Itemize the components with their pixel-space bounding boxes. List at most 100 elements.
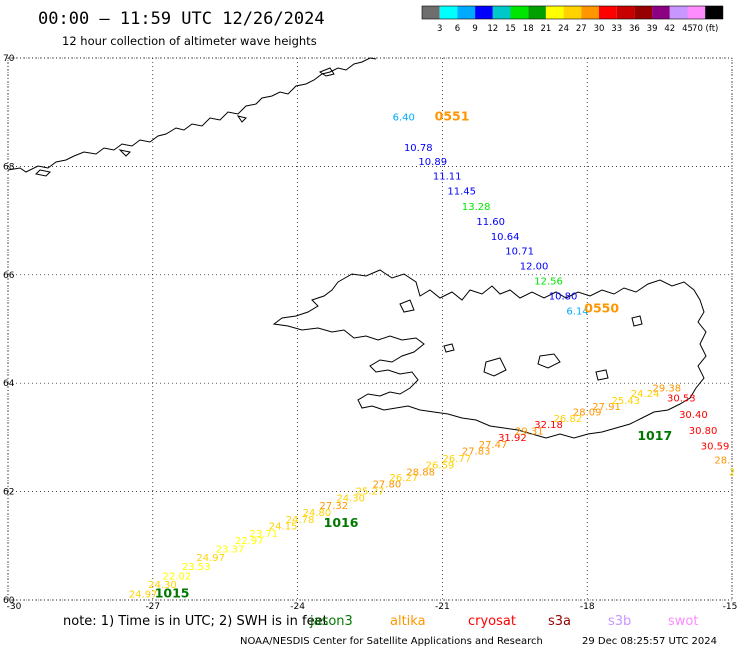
map-title: 00:00 – 11:59 UTC 12/26/2024 <box>38 9 325 29</box>
wave-height-value: 10.80 <box>549 292 578 303</box>
color-scale-label: 18 <box>523 24 534 34</box>
color-swatch <box>545 6 564 19</box>
color-scale-labels: 3 6 9 12 15 18 21 24 27 30 33 36 39 42 45 70 (ft) <box>437 24 718 34</box>
wave-height-value: 13.28 <box>462 202 491 213</box>
longitude-label: -24 <box>290 602 305 612</box>
wave-height-value: 32.18 <box>534 420 563 431</box>
wave-height-value: 30.53 <box>667 394 696 405</box>
wave-height-value: 24.30 <box>336 493 365 504</box>
wave-height-value: 30.59 <box>701 441 730 452</box>
wave-height-value: 27.80 <box>373 479 402 490</box>
color-swatch <box>669 6 688 19</box>
wave-height-value: 6.40 <box>393 112 415 123</box>
credit-text: NOAA/NESDIS Center for Satellite Applica… <box>240 636 543 647</box>
color-scale-bar <box>421 5 724 20</box>
longitude-label: -18 <box>580 602 595 612</box>
wave-height-value: 25.43 <box>611 396 640 407</box>
color-swatch <box>705 6 723 19</box>
wave-height-value: 2 <box>729 467 735 478</box>
wave-height-value: 24.97 <box>129 589 158 600</box>
map-subtitle: 12 hour collection of altimeter wave hei… <box>62 34 317 48</box>
wave-height-value: 11.60 <box>476 217 505 228</box>
latitude-labels: 70 68 66 64 62 60 <box>3 54 15 606</box>
color-swatch <box>510 6 529 19</box>
wave-height-value: 11.11 <box>433 171 462 182</box>
color-scale-label: 3 <box>437 24 442 34</box>
color-scale-label: 30 <box>594 24 605 34</box>
color-scale-label: 12 <box>487 24 498 34</box>
longitude-label: -21 <box>435 602 450 612</box>
wave-height-value: 28. <box>714 455 730 466</box>
wave-height-value: 27.83 <box>462 447 491 458</box>
wave-height-value: 10.78 <box>404 143 433 154</box>
longitude-labels: -30 -27 -24 -21 -18 -15 <box>7 602 738 612</box>
wave-height-value: 27.91 <box>592 402 621 413</box>
legend-s3b: s3b <box>608 614 631 629</box>
color-swatch <box>599 6 617 19</box>
wave-height-value: 30.40 <box>679 410 708 421</box>
wave-height-value: 24.80 <box>303 508 332 519</box>
legend-altika: altika <box>390 614 426 629</box>
color-scale-label: 21 <box>540 24 551 34</box>
wave-height-value: 28.09 <box>573 408 602 419</box>
wave-height-value: 27.47 <box>479 440 508 451</box>
wave-height-value: 10.64 <box>491 232 520 243</box>
wave-height-value: 6.14 <box>566 306 588 317</box>
wave-height-value: 12.00 <box>520 261 549 272</box>
wave-height-value: 10.71 <box>505 247 534 258</box>
longitude-label: -15 <box>723 602 738 612</box>
wave-height-value: 26.82 <box>554 414 583 425</box>
wave-height-value: 22.02 <box>163 571 192 582</box>
color-scale-label: 36 <box>629 24 640 34</box>
wave-height-value: 27.32 <box>319 501 348 512</box>
color-swatch <box>581 6 599 19</box>
pass-time-label: 1017 <box>637 428 672 443</box>
color-swatch <box>457 6 476 19</box>
pass-time-label: 1015 <box>155 585 190 600</box>
map-frame <box>7 57 733 601</box>
wave-height-value: 10.89 <box>418 157 447 168</box>
legend-swot: swot <box>668 614 698 629</box>
wave-height-value: 12.56 <box>534 277 563 288</box>
wave-height-value: 29.38 <box>653 383 682 394</box>
satellite-legend: jason3 altika cryosat s3a s3b swot <box>309 614 698 629</box>
wave-height-value: 22.97 <box>235 536 264 547</box>
color-swatch <box>687 6 706 19</box>
note-text: note: 1) Time is in UTC; 2) SWH is in fe… <box>63 614 328 629</box>
altimeter-data-layer: 6.40 10.78 10.89 11.11 11.45 13.28 11.60 10.64 1… <box>129 108 735 600</box>
wave-height-value: 24.78 <box>286 515 315 526</box>
wave-height-value: 26.77 <box>443 454 472 465</box>
pass-time-label: 0550 <box>584 301 619 316</box>
latitude-label: 60 <box>3 596 15 606</box>
color-scale-label: 24 <box>558 24 569 34</box>
wave-height-value: 24.97 <box>196 553 225 564</box>
color-swatch <box>422 6 440 19</box>
color-swatch <box>652 6 670 19</box>
color-scale-label: 45 <box>682 24 693 34</box>
wave-height-value: 23.37 <box>216 544 245 555</box>
color-swatch <box>616 6 635 19</box>
pass-jason3: 24.9724.3022.0223.5324.9723.3722.9723.71… <box>129 383 735 600</box>
color-scale-label: 15 <box>505 24 516 34</box>
coastline <box>7 57 707 439</box>
legend-s3a: s3a <box>548 614 571 629</box>
color-swatch <box>475 6 493 19</box>
wave-height-value: 23.53 <box>182 562 211 573</box>
wave-height-value: 29.31 <box>515 427 544 438</box>
wave-height-value: 31.92 <box>498 433 527 444</box>
color-scale-label: 33 <box>611 24 622 34</box>
color-scale-label: 42 <box>664 24 675 34</box>
color-scale-label: 9 <box>472 24 477 34</box>
pass-time-label: 1016 <box>324 515 359 530</box>
legend-jason3: jason3 <box>309 614 353 629</box>
wave-height-value: 24.24 <box>631 389 660 400</box>
latitude-label: 66 <box>3 271 15 281</box>
color-scale-label: 70 (ft) <box>692 24 718 34</box>
color-scale-label: 39 <box>647 24 658 34</box>
color-swatch <box>492 6 511 19</box>
color-scale-label: 6 <box>455 24 460 34</box>
legend-cryosat: cryosat <box>468 614 516 629</box>
color-swatch <box>563 6 582 19</box>
wave-height-value: 24.15 <box>269 522 298 533</box>
